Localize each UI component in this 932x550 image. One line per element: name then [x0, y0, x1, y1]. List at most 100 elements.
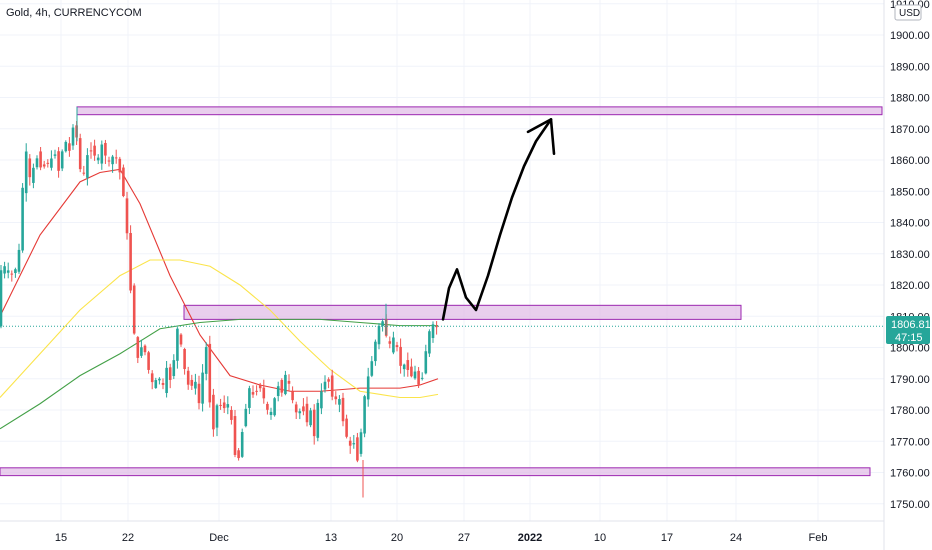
time-tick-label: 13	[325, 532, 337, 544]
candle-body	[10, 273, 14, 275]
price-tick-label: 1790.00	[890, 374, 930, 386]
candle-body	[93, 145, 96, 156]
candle-body	[57, 151, 60, 171]
candle-body	[215, 405, 219, 428]
candle-body	[6, 270, 10, 273]
currency-label: USD	[899, 8, 920, 19]
price-axis[interactable]: 1750.00 1760.00 1770.00 1780.00 1790.00 1800.…	[890, 0, 930, 511]
price-tick-label: 1890.00	[890, 61, 930, 73]
price-tick-label: 1900.00	[890, 30, 930, 42]
candle-body	[53, 154, 57, 156]
candle-body	[143, 345, 147, 353]
candle-body	[392, 337, 395, 353]
candle-body	[226, 404, 230, 408]
candle-body	[251, 392, 255, 395]
time-axis[interactable]: 15 22 Dec 13 20 27 2022 10 17 24 Feb	[55, 532, 828, 544]
candle-body	[269, 411, 273, 415]
candle-body	[262, 387, 266, 399]
candle-body	[32, 167, 35, 183]
projection-path	[441, 118, 553, 321]
candle-body	[352, 443, 356, 445]
candle-body	[244, 408, 248, 427]
candle-body	[14, 269, 17, 274]
candle-body	[302, 406, 305, 412]
candle-body	[3, 266, 6, 274]
currency-badge[interactable]: USD	[894, 4, 922, 21]
candle-body	[280, 379, 284, 393]
candle-body	[190, 379, 194, 386]
candle-body	[305, 403, 309, 423]
candle-body	[17, 249, 21, 272]
candle-body	[410, 366, 413, 377]
candle-body	[104, 142, 107, 156]
candle-body	[359, 432, 363, 454]
candle-body	[334, 396, 338, 400]
time-tick-label: 27	[458, 532, 470, 544]
candle-body	[82, 172, 86, 174]
candle-body	[284, 374, 287, 395]
candle-body	[172, 360, 176, 377]
candle-body	[161, 383, 165, 385]
candle-body	[431, 324, 435, 339]
price-tick-label: 1760.00	[890, 468, 930, 480]
candle-body	[204, 347, 208, 374]
candle-body	[240, 432, 244, 457]
candle-body	[186, 370, 190, 385]
candle-body	[388, 341, 392, 344]
candle-body	[417, 370, 420, 385]
candle-body	[42, 164, 46, 167]
price-tick-label: 1780.00	[890, 405, 930, 417]
candle-body	[294, 404, 298, 413]
candle-body	[287, 380, 291, 384]
candle-body	[266, 403, 269, 410]
candle-body	[28, 158, 32, 178]
candle-body	[140, 347, 143, 356]
candle-body	[100, 144, 104, 164]
ma-line-ma_fast	[0, 168, 439, 392]
projection-layer	[441, 118, 556, 321]
candle-body	[230, 409, 233, 420]
candle-body	[179, 334, 183, 345]
candle-countdown: 47:15	[895, 332, 923, 344]
candle-body	[323, 381, 327, 390]
candle-body	[71, 127, 75, 146]
price-tick-label: 1820.00	[890, 280, 930, 292]
zones-layer	[0, 106, 883, 477]
ma-line-ma_mid	[0, 259, 439, 399]
candle-body	[413, 371, 417, 379]
sr-zone	[76, 106, 883, 116]
candle-body	[86, 155, 89, 178]
candle-body	[402, 364, 406, 370]
candle-body	[68, 143, 71, 151]
candle-body	[345, 418, 348, 437]
time-tick-label: Dec	[209, 532, 229, 544]
candle-body	[176, 328, 179, 361]
candle-body	[24, 151, 28, 194]
projection-arrow-head	[526, 118, 556, 156]
candle-body	[222, 402, 226, 409]
candle-body	[435, 326, 438, 328]
price-tick-label: 1830.00	[890, 249, 930, 261]
candle-body	[165, 367, 168, 394]
current-price-badge: 1806.81 47:15	[886, 316, 931, 344]
candle-body	[183, 349, 186, 370]
candle-body	[348, 440, 352, 446]
candle-body	[21, 187, 24, 251]
time-tick-label: Feb	[809, 532, 828, 544]
candle-body	[327, 379, 330, 382]
price-tick-label: 1850.00	[890, 186, 930, 198]
candle-body	[377, 325, 381, 345]
candle-body	[194, 381, 197, 389]
candle-body	[46, 162, 50, 164]
chart-title: Gold, 4h, CURRENCYCOM	[6, 7, 142, 19]
candle-body	[89, 150, 93, 152]
candle-body	[366, 376, 370, 400]
candle-body	[158, 378, 161, 381]
candle-body	[406, 360, 410, 370]
candle-body	[312, 409, 316, 437]
candle-body	[320, 391, 323, 409]
candle-body	[309, 410, 312, 426]
candle-body	[356, 437, 359, 461]
candle-body	[64, 141, 68, 152]
